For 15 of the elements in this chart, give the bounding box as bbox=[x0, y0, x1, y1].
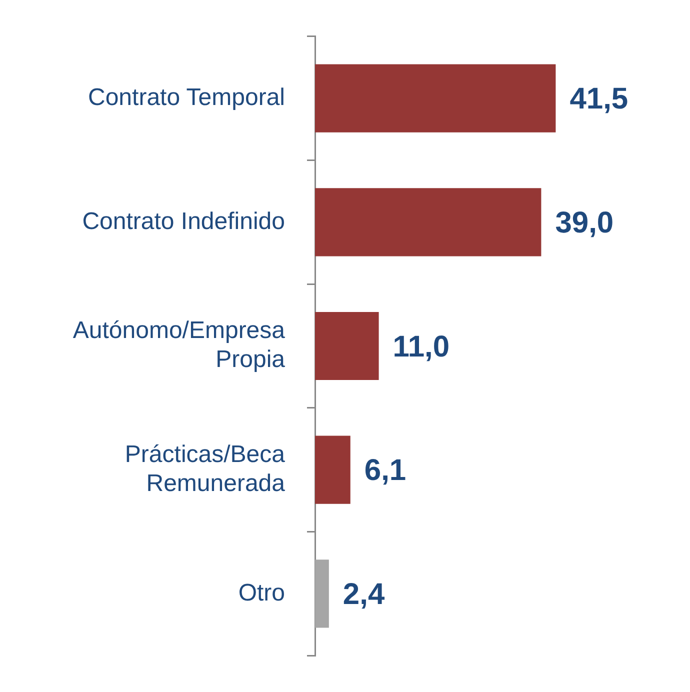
bar bbox=[315, 64, 556, 132]
data-label: 39,0 bbox=[555, 206, 614, 240]
y-tick-label: Contrato Indefinido bbox=[82, 208, 285, 235]
y-tick-label: Prácticas/Beca Remunerada bbox=[124, 441, 286, 497]
data-label: 6,1 bbox=[364, 454, 406, 488]
bar bbox=[315, 560, 329, 628]
data-label: 11,0 bbox=[392, 330, 450, 364]
y-tick-label: Contrato Temporal bbox=[88, 84, 285, 111]
y-tick-label: Otro bbox=[238, 579, 285, 606]
bar bbox=[315, 312, 379, 380]
bar bbox=[315, 188, 542, 256]
data-label: 41,5 bbox=[570, 82, 628, 116]
y-tick-label: Autónomo/Empresa Propia bbox=[72, 317, 286, 374]
data-label: 2,4 bbox=[342, 578, 385, 611]
bar bbox=[315, 436, 350, 504]
